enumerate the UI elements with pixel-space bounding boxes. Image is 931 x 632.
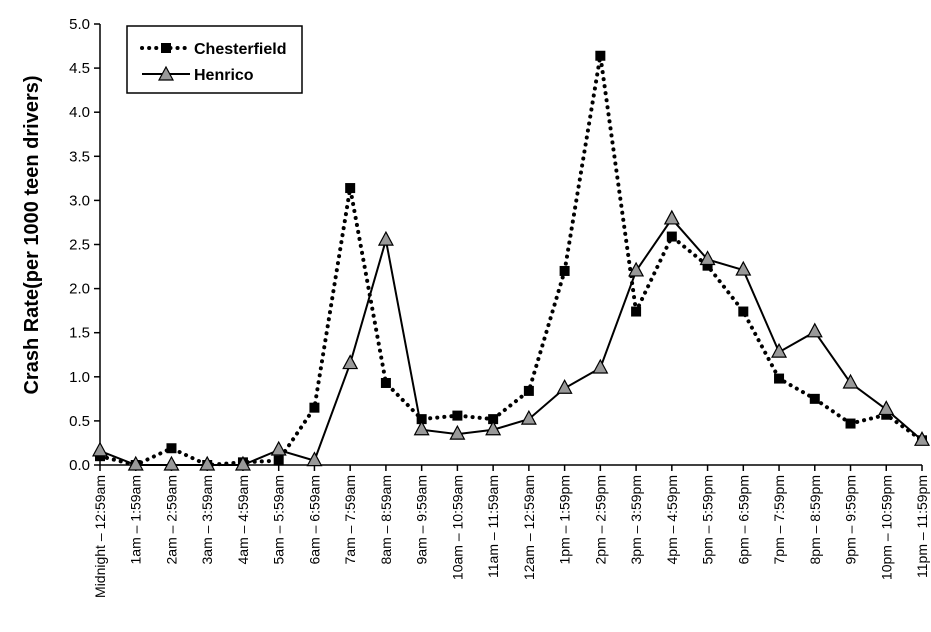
data-point-chesterfield	[273, 455, 284, 466]
data-point-henrico	[485, 420, 502, 436]
x-tick-label: 5pm – 5:59pm	[700, 475, 716, 565]
y-tick-label: 4.0	[69, 104, 90, 121]
data-point-chesterfield	[738, 306, 749, 317]
data-point-henrico	[878, 400, 895, 416]
legend: Chesterfield Henrico	[126, 25, 303, 94]
x-tick-label: 6pm – 6:59pm	[735, 475, 751, 565]
legend-label-henrico: Henrico	[194, 67, 254, 84]
data-point-chesterfield	[774, 373, 785, 384]
x-tick-label: 2am – 2:59am	[163, 475, 179, 565]
data-point-henrico	[842, 373, 859, 389]
data-point-chesterfield	[702, 260, 713, 271]
x-tick-label: 4am – 4:59am	[235, 475, 251, 565]
data-point-chesterfield	[166, 443, 177, 454]
x-tick-label: 1pm – 1:59pm	[557, 475, 573, 565]
y-axis-title: Crash Rate(per 1000 teen drivers)	[21, 75, 43, 394]
y-tick-label: 5.0	[69, 16, 90, 33]
y-tick-label: 3.0	[69, 192, 90, 209]
data-point-henrico	[270, 440, 287, 456]
x-tick-label: 7am – 7:59am	[342, 475, 358, 565]
data-point-chesterfield	[380, 377, 391, 388]
data-point-henrico	[663, 209, 680, 225]
x-tick-label: 1am – 1:59am	[128, 475, 144, 565]
legend-marker-henrico	[157, 65, 175, 81]
data-point-chesterfield	[595, 50, 606, 61]
x-tick-label: 7pm – 7:59pm	[771, 475, 787, 565]
y-axis: 0.0 0.5 1.0 1.5 2.0 2.5 3.0 3.5 4.0 4.5 5.0	[69, 16, 101, 474]
legend-box	[126, 25, 303, 94]
series-line-chesterfield	[98, 55, 924, 468]
data-point-henrico	[628, 261, 645, 277]
data-point-henrico	[91, 441, 109, 457]
x-tick-label: 2pm – 2:59pm	[592, 475, 608, 565]
x-axis: Midnight – 12:59am 1am – 1:59am 2am – 2:59…	[92, 464, 930, 598]
x-tick-label: 4pm – 4:59pm	[664, 475, 680, 565]
y-tick-label: 0.5	[69, 413, 90, 430]
y-tick-label: 2.0	[69, 281, 90, 298]
data-point-chesterfield	[631, 306, 642, 317]
data-point-henrico	[163, 455, 180, 471]
data-point-chesterfield	[523, 385, 534, 396]
data-point-henrico	[342, 354, 359, 370]
data-point-chesterfield	[559, 265, 570, 276]
x-tick-label: 3pm – 3:59pm	[628, 475, 644, 565]
series-layer	[91, 50, 931, 471]
data-point-henrico	[592, 358, 609, 374]
y-tick-label: 1.0	[69, 369, 90, 386]
y-tick-label: 1.5	[69, 325, 90, 342]
data-point-chesterfield	[452, 410, 463, 421]
data-point-henrico	[306, 451, 323, 467]
x-tick-label: 9pm – 9:59pm	[843, 475, 859, 565]
data-point-henrico	[413, 420, 430, 436]
data-point-henrico	[699, 250, 716, 266]
x-tick-label: 10pm – 10:59pm	[878, 475, 894, 580]
x-tick-label: Midnight – 12:59am	[92, 475, 108, 598]
data-point-henrico	[234, 455, 251, 471]
x-tick-label: 5am – 5:59am	[271, 475, 287, 565]
series-henrico	[91, 209, 931, 471]
x-tick-label: 6am – 6:59am	[306, 475, 322, 565]
legend-label-chesterfield: Chesterfield	[194, 41, 286, 58]
data-point-chesterfield	[345, 183, 356, 194]
x-tick-label: 11am – 11:59am	[485, 475, 501, 578]
data-point-chesterfield	[845, 418, 856, 429]
series-chesterfield	[95, 50, 927, 470]
data-point-henrico	[377, 230, 394, 246]
series-line-henrico	[99, 217, 923, 466]
y-tick-label: 2.5	[69, 237, 90, 254]
data-point-henrico	[127, 455, 144, 471]
data-point-chesterfield	[488, 414, 499, 425]
data-point-henrico	[556, 379, 573, 394]
data-point-chesterfield	[809, 393, 820, 404]
data-point-chesterfield	[666, 231, 677, 242]
data-point-chesterfield	[309, 402, 320, 413]
x-tick-label: 3am – 3:59am	[199, 475, 215, 565]
x-tick-label: 8pm – 8:59pm	[807, 475, 823, 565]
y-tick-label: 0.0	[69, 457, 90, 474]
data-point-henrico	[199, 455, 216, 471]
x-tick-label: 9am – 9:59am	[414, 475, 430, 565]
data-point-henrico	[449, 424, 466, 440]
x-tick-label: 12am – 12:59am	[521, 475, 537, 580]
x-tick-label: 10am – 10:59am	[449, 475, 465, 580]
data-point-henrico	[520, 409, 537, 425]
x-tick-label: 11pm – 11:59pm	[914, 475, 930, 578]
data-point-henrico	[806, 322, 823, 338]
x-tick-label: 8am – 8:59am	[378, 475, 394, 565]
data-point-henrico	[913, 431, 931, 446]
y-tick-label: 4.5	[69, 60, 90, 77]
data-point-henrico	[735, 260, 752, 276]
data-point-chesterfield	[416, 414, 427, 425]
legend-marker-chesterfield	[161, 43, 171, 53]
y-tick-label: 3.5	[69, 148, 90, 165]
data-point-henrico	[771, 342, 788, 358]
